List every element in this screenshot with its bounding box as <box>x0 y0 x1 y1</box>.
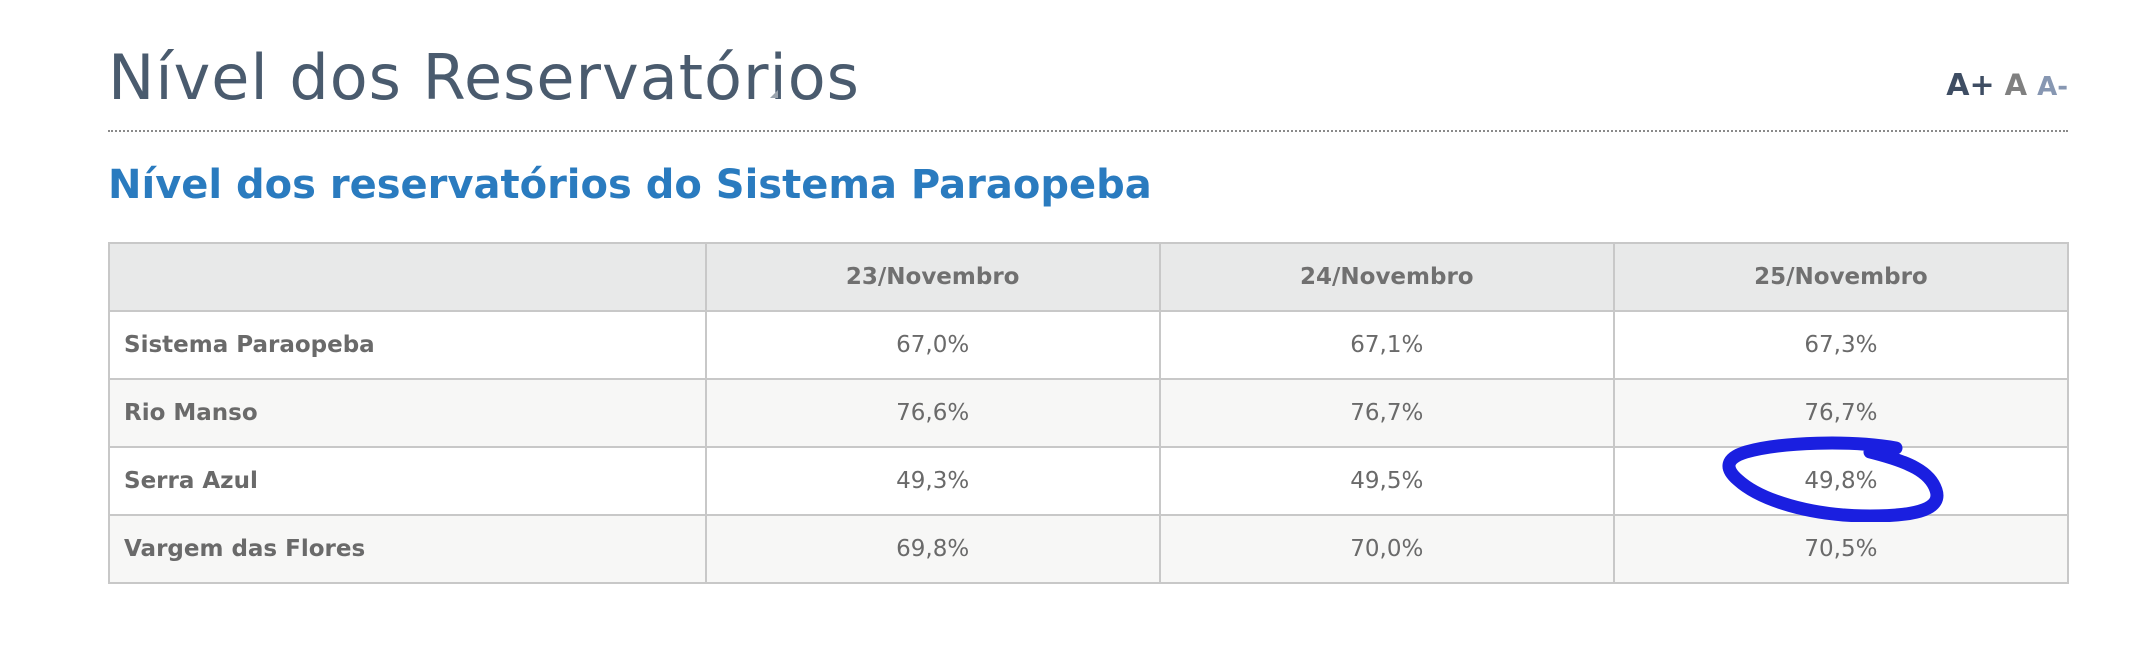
table-row: Vargem das Flores 69,8% 70,0% 70,5% <box>108 514 2070 584</box>
reservoir-level: 70,5% <box>1612 514 2070 584</box>
reservoir-level: 67,0% <box>704 310 1161 380</box>
table-header-row: 23/Novembro 24/Novembro 25/Novembro <box>108 242 2070 312</box>
reservoir-level: 67,1% <box>1158 310 1615 380</box>
reservoir-level: 70,0% <box>1158 514 1615 584</box>
table-header-date: 23/Novembro <box>704 242 1161 312</box>
table-header-corner <box>108 242 707 312</box>
font-normal-button[interactable]: A <box>2004 68 2028 102</box>
reservoir-name: Vargem das Flores <box>108 514 707 584</box>
reservoir-name: Serra Azul <box>108 446 707 516</box>
font-decrease-button[interactable]: A- <box>2037 72 2068 102</box>
table-row: Sistema Paraopeba 67,0% 67,1% 67,3% <box>108 310 2070 380</box>
table-header-date: 25/Novembro <box>1612 242 2070 312</box>
font-increase-button[interactable]: A+ <box>1946 68 1995 103</box>
section-title: Nível dos reservatórios do Sistema Parao… <box>108 162 1152 208</box>
reservoir-level-highlighted: 49,8% <box>1612 446 2070 516</box>
font-size-controls: A+ A A- <box>1946 68 2068 103</box>
table-row: Rio Manso 76,6% 76,7% 76,7% <box>108 378 2070 448</box>
reservoir-name: Sistema Paraopeba <box>108 310 707 380</box>
table-header-date: 24/Novembro <box>1158 242 1615 312</box>
reservoir-name: Rio Manso <box>108 378 707 448</box>
reservoir-level: 49,5% <box>1158 446 1615 516</box>
page-header: Nível dos Reservatórios A+ A A- <box>108 0 2068 132</box>
reservoir-level: 49,3% <box>704 446 1161 516</box>
page-title: Nível dos Reservatórios <box>108 41 860 114</box>
page-content: Nível dos Reservatórios A+ A A- Nível do… <box>108 0 2070 584</box>
reservoir-level: 76,7% <box>1612 378 2070 448</box>
reservoir-level: 69,8% <box>704 514 1161 584</box>
reservoir-level: 67,3% <box>1612 310 2070 380</box>
reservoir-table: 23/Novembro 24/Novembro 25/Novembro Sist… <box>108 242 2070 584</box>
reservoir-level: 76,7% <box>1158 378 1615 448</box>
reservoir-level: 76,6% <box>704 378 1161 448</box>
table-row: Serra Azul 49,3% 49,5% 49,8% <box>108 446 2070 516</box>
title-corner-mark-icon <box>770 90 778 98</box>
